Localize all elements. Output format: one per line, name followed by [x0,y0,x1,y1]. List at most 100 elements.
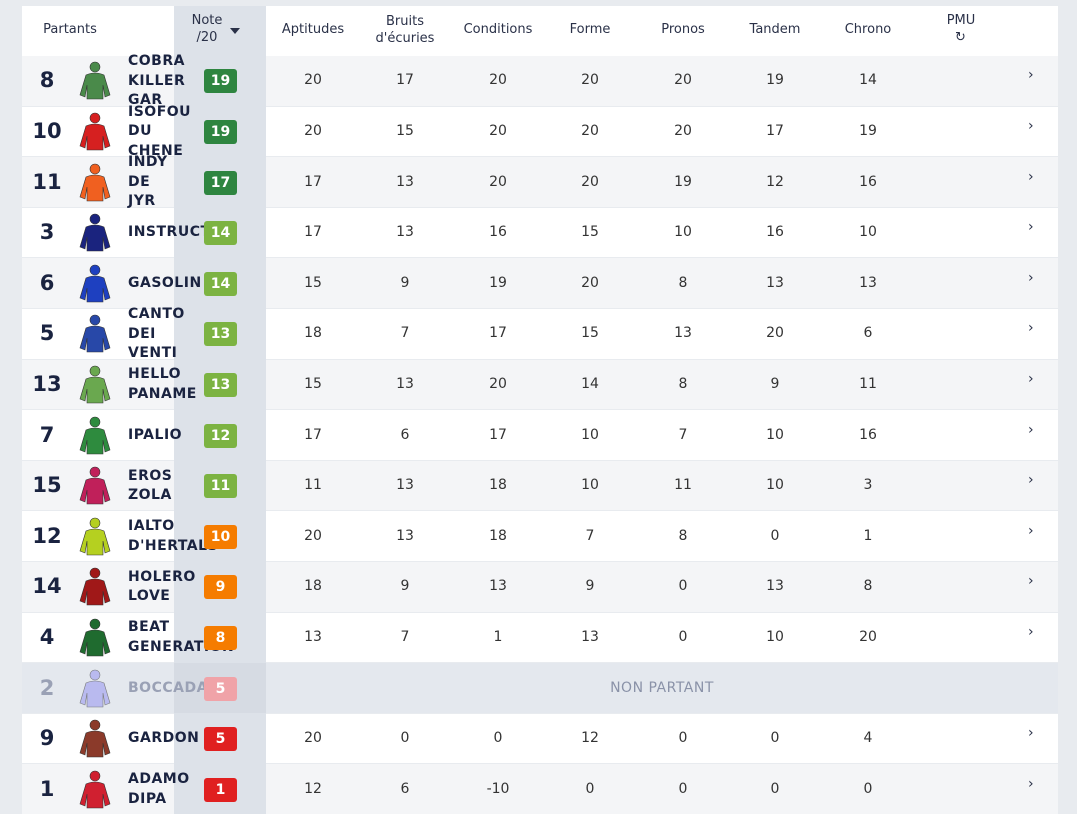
score-cell: 13 [859,274,877,291]
score-cell: 15 [304,375,322,392]
note-badge: 19 [204,69,237,94]
score-cell: 13 [581,628,599,645]
score-cell: 20 [581,122,599,139]
score-cell: 20 [674,72,692,89]
jersey [79,123,111,151]
horse-number: 5 [39,321,55,346]
note-badge: 9 [204,575,237,600]
score-cell: 20 [304,72,322,89]
horse-number: 4 [39,624,55,649]
score-cell: 1 [493,628,503,645]
jockey-silks [79,618,111,657]
score-cell: 12 [581,730,599,747]
score-cell: 11 [674,477,692,494]
score-cell: 0 [585,780,595,797]
note-badge: 11 [204,474,237,499]
header-cell: PMU [946,13,976,28]
cap [89,567,101,579]
row-chevron[interactable]: › [1028,117,1034,134]
cap [89,264,101,275]
horse-name: BEAT GENERATION [128,619,235,655]
score-cell: 14 [581,375,599,392]
row-chevron[interactable]: › [1028,67,1034,84]
header-cell: Chrono [844,22,892,37]
score-cell: 20 [304,730,322,747]
jersey [79,427,111,454]
score-cell: 20 [859,628,877,645]
horse-name: IALTO D'HERTALS [128,518,219,554]
score-cell: -10 [486,780,510,797]
score-cell: 15 [396,122,414,139]
row-chevron[interactable]: › [1028,623,1034,640]
jersey [79,477,111,505]
row-chevron[interactable]: › [1028,421,1034,438]
horse-name: BOCCADAMO [128,679,235,696]
score-cell: 6 [400,780,410,797]
score-cell: 20 [581,72,599,89]
header-cell: Partants [43,22,97,37]
row-chevron[interactable]: › [1028,775,1034,792]
score-cell: 6 [863,325,873,342]
score-cell: 11 [859,375,877,392]
horse-number: 3 [39,220,55,245]
row-chevron[interactable]: › [1028,269,1034,286]
jockey-silks [79,669,111,707]
horse-name: INDY DE JYR [128,154,168,210]
horse-name: COBRA KILLER GAR [128,53,186,109]
score-cell: 0 [678,780,688,797]
cap [89,618,101,630]
jersey [79,275,111,302]
score-cell: 7 [400,628,410,645]
score-cell: 8 [678,375,688,392]
jockey-silks [79,517,111,555]
score-cell: 7 [585,527,595,544]
score-cell: 19 [766,72,784,89]
header-cell: Pronos [661,22,705,37]
horse-name: INSTRUCTOR [128,224,235,241]
row-chevron[interactable]: › [1028,573,1034,590]
score-cell: 8 [678,274,688,291]
row-chevron[interactable]: › [1028,219,1034,236]
cap [89,365,101,377]
header-cell: Bruits d'écuries [375,14,435,46]
sort-arrow[interactable] [230,28,240,34]
score-cell: 20 [674,122,692,139]
row-chevron[interactable]: › [1028,725,1034,742]
row-chevron[interactable]: › [1028,168,1034,185]
score-cell: 12 [304,780,322,797]
horse-number: 1 [39,776,55,801]
row-chevron[interactable]: › [1028,370,1034,387]
score-cell: 13 [396,224,414,241]
score-cell: 18 [304,578,322,595]
horse-name: ADAMO DIPA [128,771,190,807]
refresh-icon[interactable]: ↻ [955,30,966,45]
score-cell: 9 [400,274,410,291]
row-chevron[interactable]: › [1028,320,1034,337]
header-cell[interactable]: Note /20 [191,13,223,45]
horse-name: EROS ZOLA [128,467,173,504]
horse-number: 10 [32,118,62,143]
score-cell: 13 [674,325,692,342]
score-cell: 14 [859,72,877,89]
score-cell: 0 [863,780,873,797]
score-cell: 10 [766,426,784,443]
row-chevron[interactable]: › [1028,522,1034,539]
note-badge: 14 [204,221,237,246]
row-chevron[interactable]: › [1028,472,1034,489]
score-cell: 20 [304,122,322,139]
score-cell: 16 [766,224,784,241]
jersey [79,629,111,657]
jockey-silks [79,719,111,758]
score-cell: 10 [581,426,599,443]
cap [89,213,101,225]
horse-number: 14 [32,574,62,599]
score-cell: 3 [863,477,873,494]
header-cell: Conditions [463,22,533,37]
horse-number: 8 [39,68,55,93]
note-badge: 12 [204,423,237,448]
score-cell: 13 [396,477,414,494]
note-badge: 5 [204,727,237,752]
jersey [79,224,111,252]
score-cell: 17 [489,325,507,342]
cap [89,163,101,174]
